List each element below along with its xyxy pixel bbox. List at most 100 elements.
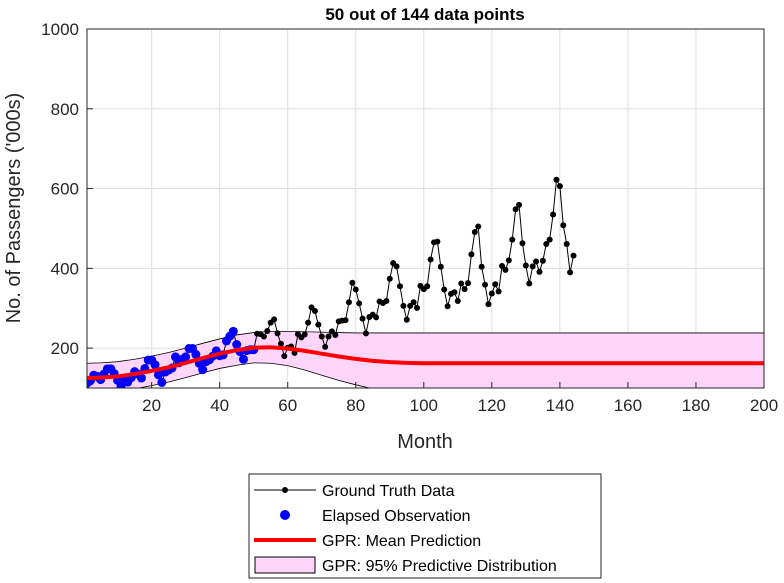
legend-label: GPR: 95% Predictive Distribution	[322, 558, 557, 575]
ground-truth-point	[342, 317, 349, 324]
ground-truth-point	[567, 269, 574, 276]
ground-truth-point	[533, 258, 540, 265]
observation-point	[150, 360, 160, 370]
ground-truth-point	[352, 286, 359, 293]
gpr-mean-layer	[87, 345, 764, 381]
y-tick-label: 800	[51, 100, 79, 119]
ground-truth-point	[413, 304, 420, 311]
ground-truth-point	[424, 283, 431, 290]
x-tick-label: 40	[210, 396, 229, 415]
gpr-mean-line	[87, 345, 764, 381]
legend-item: Ground Truth Data	[254, 483, 455, 500]
chart-title: 50 out of 144 data points	[325, 5, 524, 24]
legend-label: Elapsed Observation	[322, 508, 471, 525]
ground-truth-point	[427, 256, 434, 263]
x-tick-label: 20	[142, 396, 161, 415]
ground-truth-point	[393, 263, 400, 270]
ground-truth-point	[488, 290, 495, 297]
legend-item: GPR: 95% Predictive Distribution	[254, 556, 557, 575]
x-tick-label: 80	[346, 396, 365, 415]
ground-truth-point	[434, 238, 441, 245]
observation-point	[157, 377, 167, 387]
observation-point	[136, 373, 146, 383]
ground-truth-point	[499, 262, 506, 269]
ground-truth-point	[345, 299, 352, 306]
legend-item: Elapsed Observation	[280, 508, 471, 525]
ground-truth-point	[315, 321, 322, 328]
ground-truth-point	[543, 241, 550, 248]
ground-truth-point	[322, 343, 329, 350]
x-tick-label: 100	[410, 396, 438, 415]
ground-truth-point	[492, 281, 499, 288]
gpr-95-band	[87, 331, 764, 388]
ground-truth-point	[553, 176, 560, 183]
ground-truth-point	[264, 327, 271, 334]
ground-truth-point	[260, 333, 267, 340]
ground-truth-point	[458, 280, 465, 287]
ground-truth-point	[465, 280, 472, 287]
ground-truth-point	[539, 257, 546, 264]
y-tick-label: 400	[51, 259, 79, 278]
x-tick-label: 60	[278, 396, 297, 415]
y-tick-label: 200	[51, 339, 79, 358]
ground-truth-point	[311, 308, 318, 315]
ground-truth-point	[332, 331, 339, 338]
ground-truth-point	[522, 262, 529, 269]
observation-point	[228, 326, 238, 336]
ground-truth-point	[526, 280, 533, 287]
y-tick-label: 600	[51, 180, 79, 199]
ground-truth-point	[529, 263, 536, 270]
ground-truth-point	[400, 302, 407, 309]
x-axis-label: Month	[397, 431, 453, 453]
ground-truth-point	[563, 241, 570, 248]
ground-truth-point	[305, 319, 312, 326]
ground-truth-point	[495, 288, 502, 295]
ground-truth-point	[461, 286, 468, 293]
ground-truth-point	[383, 298, 390, 305]
ground-truth-point	[485, 301, 492, 308]
legend-label: Ground Truth Data	[322, 483, 455, 500]
ground-truth-point	[362, 330, 369, 337]
legend-swatch-marker	[280, 510, 290, 520]
ground-truth-point	[475, 223, 482, 230]
gpr-band-layer	[87, 330, 764, 388]
ground-truth-point	[536, 268, 543, 275]
ground-truth-point	[271, 316, 278, 323]
observation-point	[191, 349, 201, 359]
ground-truth-point	[403, 316, 410, 323]
ground-truth-point	[482, 281, 489, 288]
observation-point	[181, 352, 191, 362]
ground-truth-point	[301, 331, 308, 338]
gpr-band-upper-edge	[87, 330, 764, 364]
y-tick-label: 1000	[41, 20, 79, 39]
ground-truth-point	[570, 252, 577, 259]
axis-ticks: 20 40 60 80 100 120 140 160 180 200 200 400 600 800 10…	[41, 20, 778, 415]
observation-point	[238, 354, 248, 364]
ground-truth-point	[441, 286, 448, 293]
legend: Ground Truth Data Elapsed Observation GPR:…	[248, 473, 602, 579]
ground-truth-point	[546, 236, 553, 243]
ground-truth-point	[556, 183, 563, 190]
legend-swatch-marker	[282, 487, 288, 493]
ground-truth-point	[512, 206, 519, 213]
ground-truth-point	[509, 236, 516, 243]
ground-truth-point	[325, 333, 332, 340]
ground-truth-point	[410, 299, 417, 306]
ground-truth-point	[516, 201, 523, 208]
ground-truth-point	[274, 330, 281, 337]
observation-point	[198, 365, 208, 375]
legend-label: GPR: Mean Prediction	[322, 533, 481, 550]
ground-truth-point	[356, 300, 363, 307]
ground-truth-point	[373, 314, 380, 321]
x-tick-label: 140	[546, 396, 574, 415]
ground-truth-point	[560, 222, 567, 229]
ground-truth-point	[281, 353, 288, 360]
ground-truth-point	[396, 283, 403, 290]
x-tick-label: 120	[478, 396, 506, 415]
ground-truth-point	[349, 279, 356, 286]
legend-item: GPR: Mean Prediction	[254, 533, 481, 550]
x-tick-label: 200	[750, 396, 778, 415]
ground-truth-point	[386, 275, 393, 282]
ground-truth-point	[318, 333, 325, 340]
